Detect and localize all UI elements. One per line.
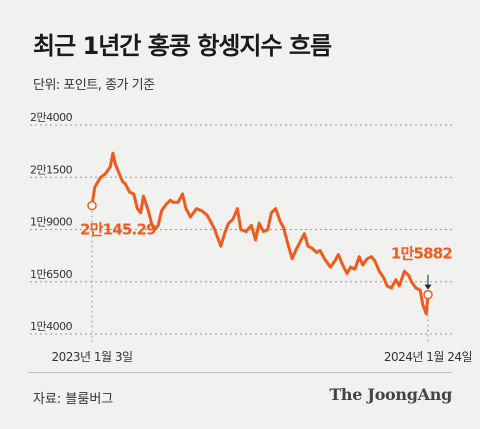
y-tick-label: 1만6500 bbox=[30, 268, 73, 281]
source-note: 자료: 블룸버그 bbox=[33, 392, 114, 407]
start-point bbox=[87, 200, 97, 211]
start-value-label: 2만145.29 bbox=[80, 221, 156, 239]
x-label-start: 2023년 1월 3일 bbox=[51, 350, 132, 364]
chart-title: 최근 1년간 홍콩 항셍지수 흐름 bbox=[33, 32, 332, 60]
y-tick-label: 2만4000 bbox=[30, 111, 73, 124]
y-tick-label: 1만9000 bbox=[30, 216, 73, 229]
index-line bbox=[90, 151, 430, 316]
unit-note: 단위: 포인트, 종가 기준 bbox=[33, 78, 155, 93]
y-tick-label: 2만1500 bbox=[30, 163, 73, 176]
end-point bbox=[423, 289, 433, 300]
footer-divider bbox=[28, 372, 452, 373]
y-tick-label: 1만4000 bbox=[30, 320, 73, 333]
end-value-label: 1만5882 bbox=[391, 245, 453, 263]
x-label-end: 2024년 1월 24일 bbox=[384, 350, 472, 364]
end-arrow-head bbox=[424, 284, 432, 290]
publisher-logo: The JoongAng bbox=[329, 385, 452, 404]
